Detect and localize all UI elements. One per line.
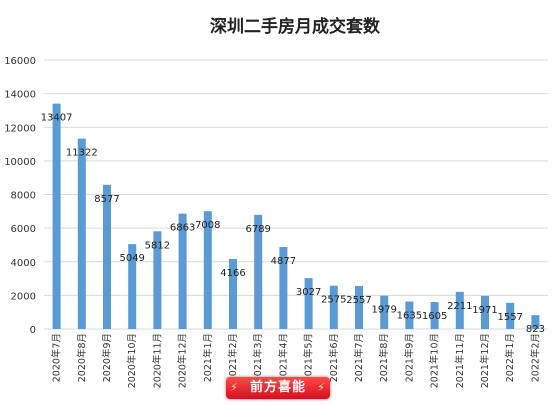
bar [380,295,389,329]
x-tick-label: 2022年2月 [529,333,541,382]
x-tick-label: 2020年8月 [76,333,88,382]
x-tick-label: 2021年9月 [403,333,415,382]
bar [355,286,363,329]
y-tick-label: 4000 [11,258,36,269]
y-tick-label: 6000 [11,224,36,235]
bar [203,211,212,329]
x-tick-label: 2021年6月 [328,333,340,382]
x-tick-label: 2021年7月 [353,333,365,382]
watermark-text: 前方喜能 [249,380,306,395]
y-tick-label: 12000 [4,123,36,134]
data-label: 6789 [245,224,270,235]
bar [279,247,288,329]
lightning-bolt-icon: ⚡ [317,381,326,394]
bar [506,302,515,329]
data-label: 8577 [94,194,119,205]
gridlines [44,59,548,330]
bar [531,315,540,329]
data-label: 823 [526,324,545,335]
bar [329,285,338,329]
watermark-badge: ⚡ 前方喜能 ⚡ [226,377,330,399]
data-label: 11322 [66,148,98,159]
x-tick-label: 2021年11月 [454,333,466,388]
data-label: 1605 [422,311,447,322]
data-label: 1979 [371,305,396,316]
bar [481,295,489,329]
bar [405,301,414,329]
data-label: 1635 [397,311,422,322]
y-tick-label: 10000 [4,157,36,168]
lightning-bolt-icon: ⚡ [230,381,239,394]
bar [52,103,61,329]
y-tick-label: 8000 [11,191,36,202]
data-label: 1557 [497,312,522,323]
data-label: 4166 [220,268,245,279]
y-tick-label: 0 [30,325,36,336]
x-tick-label: 2020年7月 [51,333,63,382]
x-tick-label: 2021年3月 [252,333,264,382]
y-tick-label: 2000 [11,291,36,302]
x-tick-label: 2021年1月 [202,333,214,382]
x-tick-label: 2021年12月 [479,333,491,388]
x-tick-label: 2022年1月 [504,333,516,382]
bar [430,302,439,329]
x-tick-label: 2021年8月 [378,333,390,382]
bar [77,138,86,329]
data-label: 2575 [321,295,346,306]
data-label: 1971 [472,305,497,316]
x-tick-label: 2021年10月 [429,333,441,388]
bar [229,258,237,329]
y-tick-label: 14000 [4,90,36,101]
bar [254,214,263,329]
bar [128,244,137,329]
bar [178,213,187,329]
data-label: 2211 [447,301,472,312]
data-label: 5049 [119,253,144,264]
x-tick-label: 2020年11月 [151,333,163,388]
x-tick-label: 2021年2月 [227,333,239,382]
data-label: 5812 [145,240,170,251]
x-tick-label: 2020年10月 [126,333,138,388]
data-label: 6863 [170,223,195,234]
data-label: 4877 [271,256,296,267]
x-tick-label: 2021年5月 [303,333,315,382]
y-tick-label: 16000 [4,56,36,67]
chart-title: 深圳二手房月成交套数 [210,16,381,37]
x-tick-label: 2020年12月 [177,333,189,388]
x-tick-label: 2020年9月 [101,333,113,382]
data-label: 7008 [195,220,220,231]
y-axis-ticks: 0 2000 4000 6000 8000 10000 12000 14000 16000 [4,56,36,336]
bars [52,103,540,329]
bar [455,291,464,329]
data-label: 2557 [346,295,371,306]
data-label: 13407 [41,113,73,124]
bar [304,278,313,329]
x-axis-labels: 2020年7月 2020年8月 2020年9月 2020年10月 2020年11月 202… [51,333,542,388]
bar [153,231,162,329]
data-label: 3027 [296,287,321,298]
x-tick-label: 2021年4月 [277,333,289,382]
bar [103,184,111,329]
